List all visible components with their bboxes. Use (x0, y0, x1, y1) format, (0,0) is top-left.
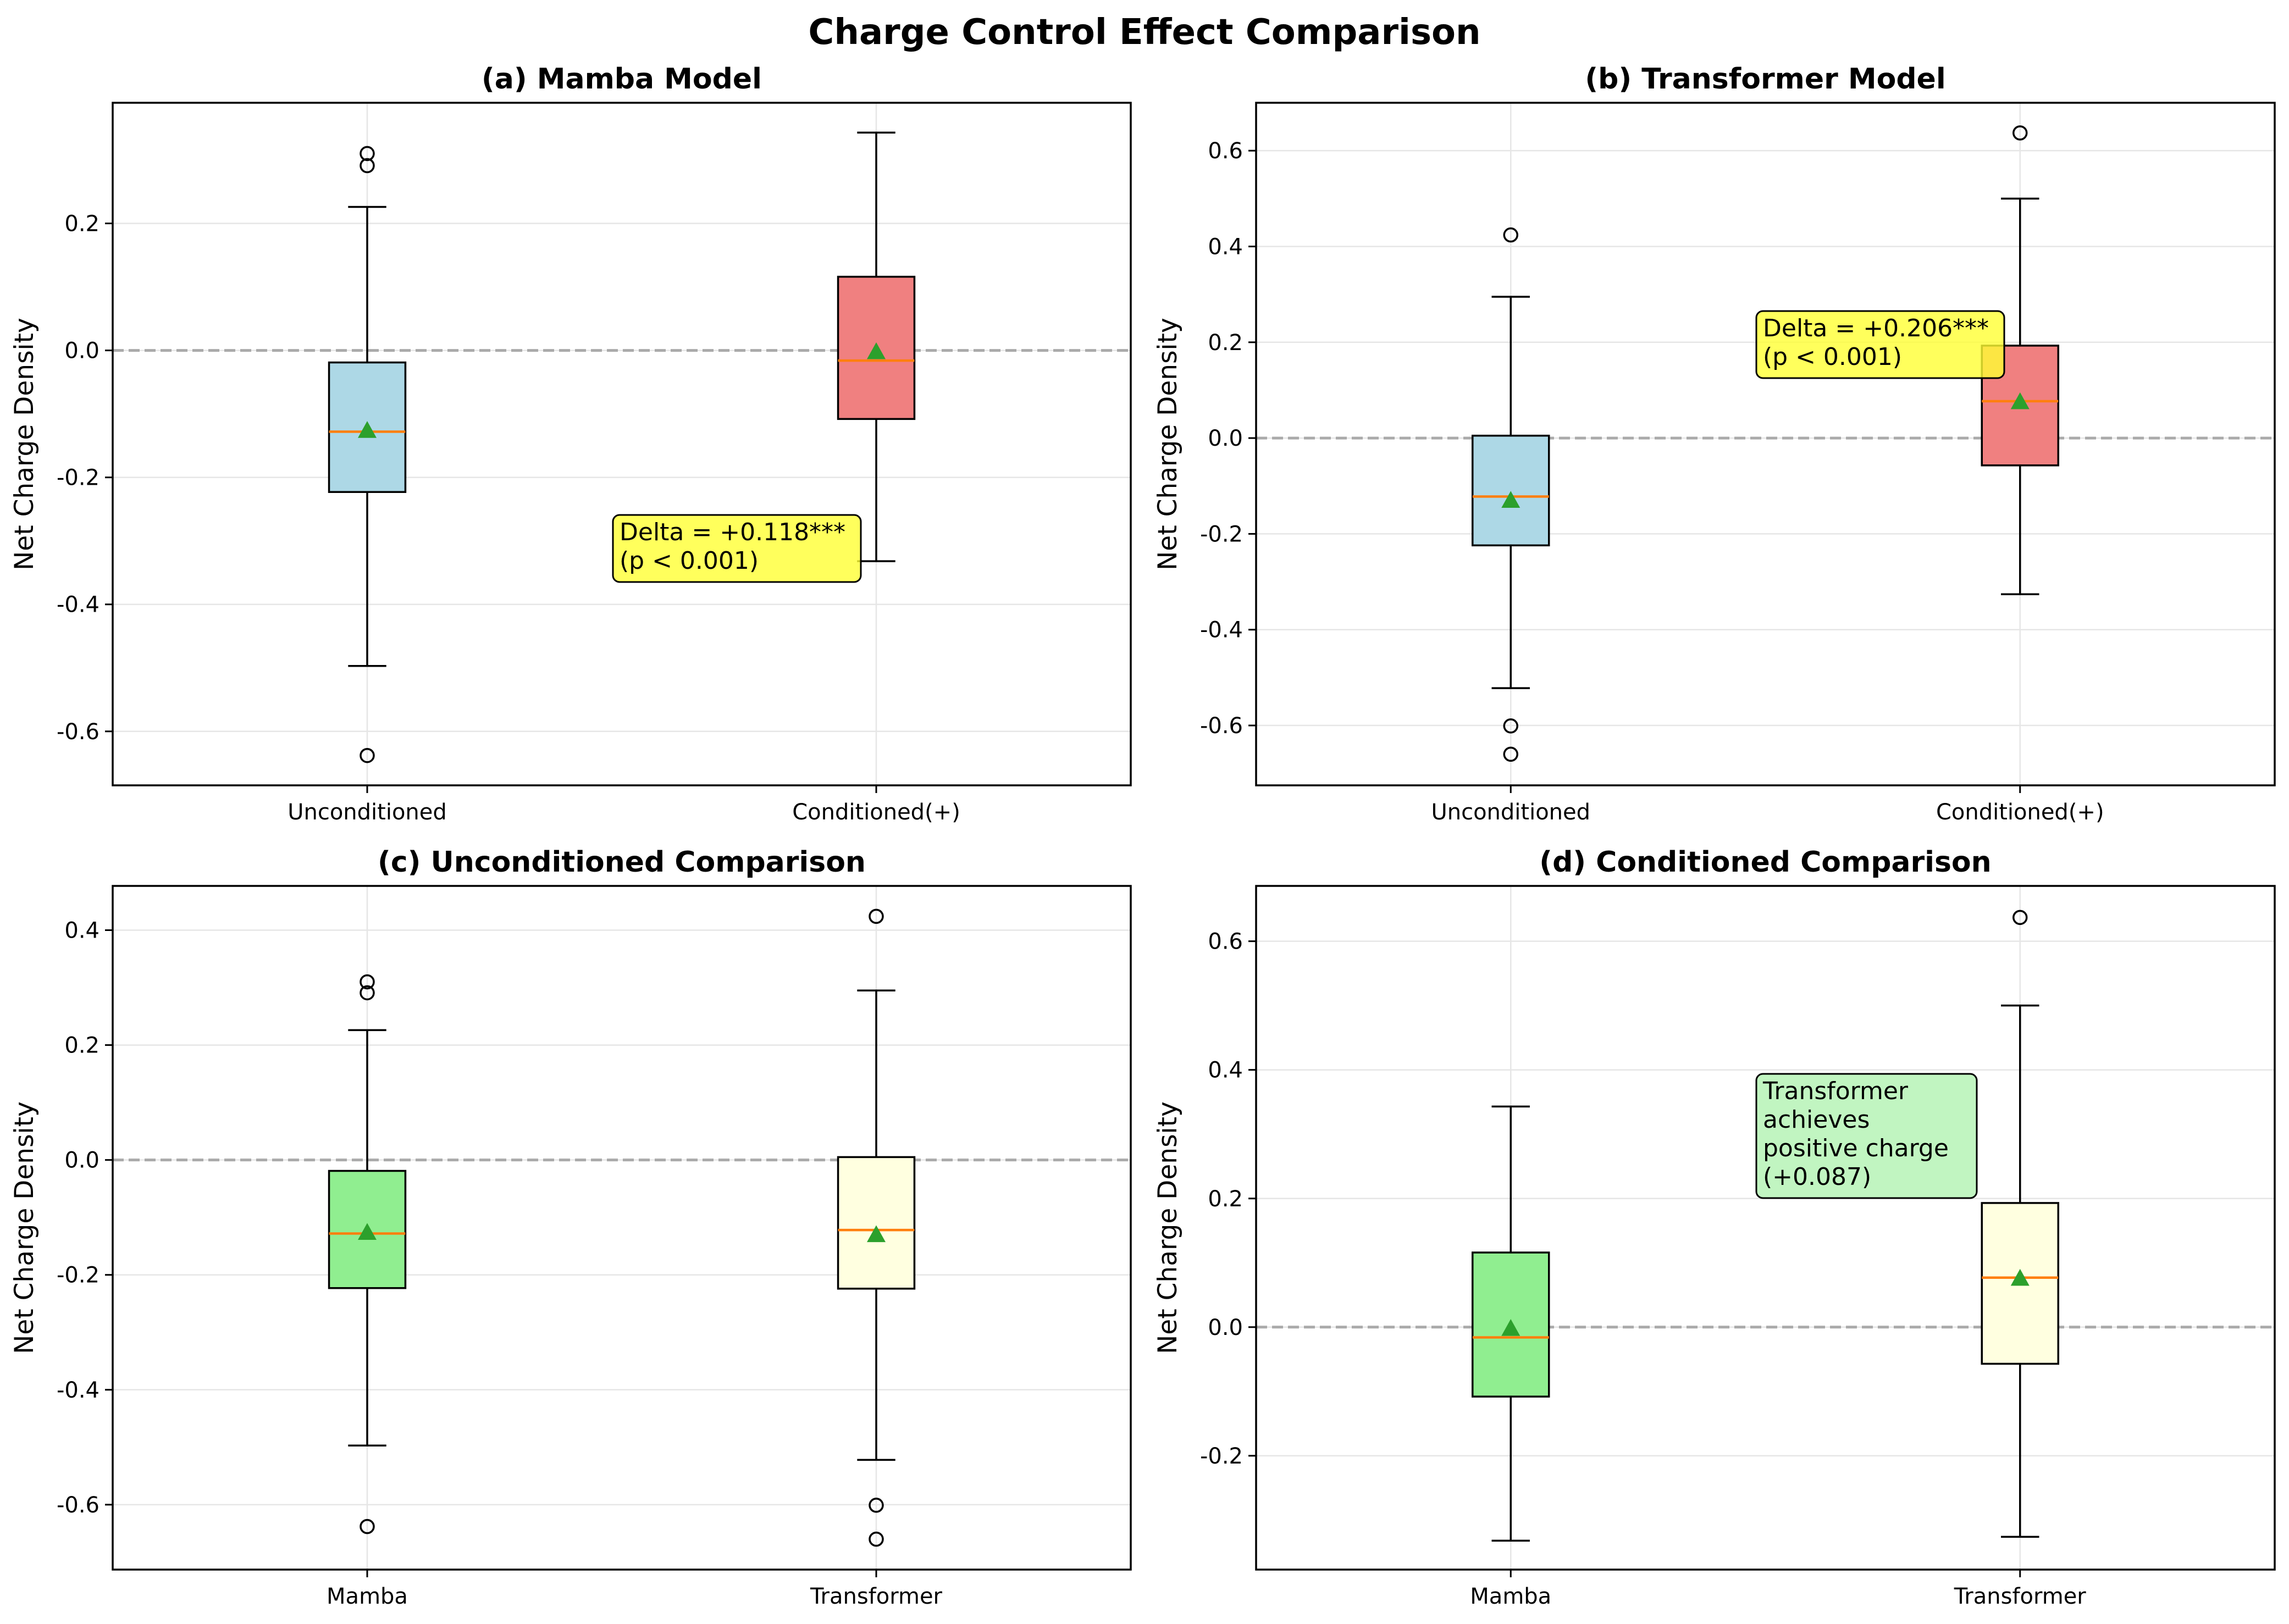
y-tick-label: -0.4 (57, 1378, 99, 1403)
y-axis-label: Net Charge Density (9, 1101, 40, 1354)
annotation-text: (p < 0.001) (620, 547, 759, 575)
panel-title: (d) Conditioned Comparison (1539, 846, 1991, 879)
box-conditioned- (1981, 125, 2059, 595)
outlier-point (869, 1498, 884, 1513)
y-tick-label: -0.2 (1200, 522, 1243, 547)
outlier-point (869, 908, 884, 924)
y-tick-label: 0.0 (64, 1148, 99, 1173)
annotation: Delta = +0.206***(p < 0.001) (1755, 310, 2005, 379)
x-tick-label: Transformer (810, 1584, 943, 1609)
x-tick-label: Unconditioned (287, 800, 447, 825)
annotation-box (1755, 310, 2005, 379)
box-transformer (1981, 910, 2059, 1538)
y-tick-label: -0.2 (57, 465, 99, 491)
panel-0: -0.6 -0.4 -0.2 0.0 0.2 Unconditioned Condition… (9, 63, 1132, 825)
outlier-point (360, 974, 375, 990)
y-tick-label: 0.4 (1208, 1058, 1243, 1083)
figure-title: Charge Control Effect Comparison (808, 12, 1480, 53)
y-tick-label: 0.2 (1208, 330, 1243, 356)
y-tick-label: -0.4 (57, 592, 99, 618)
outlier-point (1503, 718, 1518, 734)
x-tick-label: Mamba (1470, 1584, 1551, 1609)
outlier-point (360, 158, 375, 174)
mean-marker (2010, 392, 2030, 409)
mean-marker (2010, 1268, 2030, 1286)
mean-marker (358, 1223, 377, 1240)
box-mamba (328, 974, 407, 1534)
box-iqr (837, 1156, 916, 1290)
box-unconditioned (1472, 227, 1550, 762)
panel-title: (c) Unconditioned Comparison (378, 846, 866, 879)
x-tick-label: Unconditioned (1431, 800, 1590, 825)
annotation: Delta = +0.118***(p < 0.001) (612, 514, 862, 583)
outlier-point (2012, 910, 2028, 925)
y-tick-label: 0.2 (64, 212, 99, 237)
annotation-text: (+0.087) (1763, 1163, 1871, 1191)
annotation-text: achieves (1763, 1106, 1870, 1134)
x-tick-label: Mamba (327, 1584, 408, 1609)
outlier-point (869, 1531, 884, 1547)
y-tick-label: 0.2 (64, 1033, 99, 1058)
y-tick-label: 0.4 (1208, 234, 1243, 259)
box-transformer (837, 908, 916, 1547)
y-tick-label: 0.2 (1208, 1187, 1243, 1212)
outlier-point (360, 146, 375, 162)
y-tick-label: -0.6 (1200, 713, 1243, 739)
y-tick-label: -0.6 (57, 1493, 99, 1518)
y-tick-label: -0.6 (57, 719, 99, 745)
annotation-box (612, 514, 862, 583)
y-tick-label: -0.2 (57, 1263, 99, 1288)
axes-frame (1255, 102, 2276, 786)
mean-marker (867, 1225, 886, 1243)
panel-2: -0.6 -0.4 -0.2 0.0 0.2 0.4 Mamba Transformer (c)… (9, 846, 1132, 1609)
outlier-point (2012, 125, 2028, 141)
box-mamba (1472, 1105, 1550, 1542)
box-conditioned- (837, 131, 916, 562)
axes-frame (1255, 885, 2276, 1571)
y-tick-label: 0.0 (1208, 426, 1243, 451)
mean-marker (358, 421, 377, 438)
mean-marker (1501, 491, 1521, 508)
x-tick-label: Transformer (1954, 1584, 2087, 1609)
outlier-point (360, 1518, 375, 1534)
annotation-text: Transformer (1762, 1077, 1909, 1105)
outlier-point (1503, 227, 1518, 243)
y-tick-label: 0.6 (1208, 929, 1243, 955)
outlier-point (360, 747, 375, 763)
panel-1: -0.6 -0.4 -0.2 0.0 0.2 0.4 0.6 Unconditioned Con… (1153, 63, 2276, 825)
annotation-text: (p < 0.001) (1763, 343, 1902, 371)
x-tick-label: Conditioned(+) (1936, 800, 2104, 825)
x-tick-label: Conditioned(+) (792, 800, 960, 825)
y-tick-label: 0.6 (1208, 138, 1243, 164)
annotation-box (1755, 1073, 1978, 1199)
outlier-point (360, 985, 375, 1001)
box-unconditioned (328, 146, 407, 763)
y-tick-label: 0.0 (1208, 1315, 1243, 1340)
box-iqr (1472, 434, 1550, 547)
mean-marker (867, 342, 886, 359)
y-tick-label: -0.4 (1200, 618, 1243, 643)
y-tick-label: -0.2 (1200, 1444, 1243, 1469)
panel-3: -0.2 0.0 0.2 0.4 0.6 Mamba Transformer (d) Cond… (1153, 846, 2276, 1609)
panel-title: (a) Mamba Model (482, 63, 762, 96)
axes-frame (112, 885, 1132, 1571)
y-axis-label: Net Charge Density (1153, 1101, 1183, 1354)
y-axis-label: Net Charge Density (9, 318, 40, 570)
y-axis-label: Net Charge Density (1153, 318, 1183, 570)
annotation-text: positive charge (1763, 1134, 1949, 1162)
annotation-text: Delta = +0.206*** (1763, 314, 1989, 342)
annotation-text: Delta = +0.118*** (620, 518, 845, 546)
mean-marker (1501, 1319, 1521, 1336)
outlier-point (1503, 746, 1518, 762)
axes-frame (112, 102, 1132, 786)
y-tick-label: 0.0 (64, 339, 99, 364)
y-tick-label: 0.4 (64, 918, 99, 943)
panel-title: (b) Transformer Model (1585, 63, 1945, 96)
